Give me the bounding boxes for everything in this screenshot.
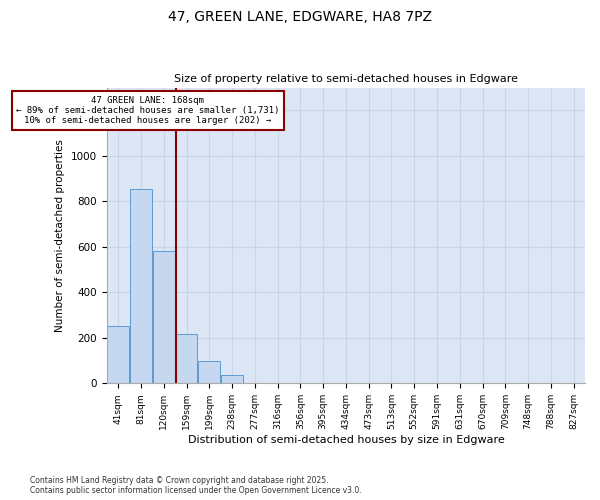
Bar bbox=[199, 360, 220, 384]
Text: Contains HM Land Registry data © Crown copyright and database right 2025.
Contai: Contains HM Land Registry data © Crown c… bbox=[30, 476, 362, 495]
Text: 47 GREEN LANE: 168sqm
← 89% of semi-detached houses are smaller (1,731)
10% of s: 47 GREEN LANE: 168sqm ← 89% of semi-deta… bbox=[16, 96, 280, 126]
Bar bbox=[176, 334, 197, 384]
X-axis label: Distribution of semi-detached houses by size in Edgware: Distribution of semi-detached houses by … bbox=[188, 435, 504, 445]
Bar bbox=[107, 326, 129, 384]
Title: Size of property relative to semi-detached houses in Edgware: Size of property relative to semi-detach… bbox=[174, 74, 518, 84]
Y-axis label: Number of semi-detached properties: Number of semi-detached properties bbox=[55, 139, 65, 332]
Text: 47, GREEN LANE, EDGWARE, HA8 7PZ: 47, GREEN LANE, EDGWARE, HA8 7PZ bbox=[168, 10, 432, 24]
Bar bbox=[130, 189, 152, 384]
Bar bbox=[221, 374, 243, 384]
Bar bbox=[153, 252, 175, 384]
